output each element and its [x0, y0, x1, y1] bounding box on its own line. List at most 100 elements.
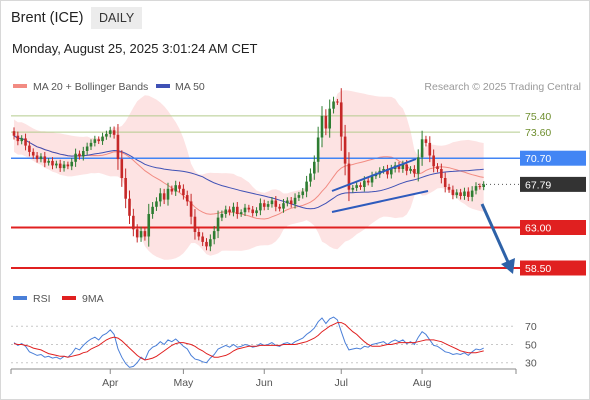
candle-body	[216, 217, 220, 232]
candle-body	[209, 239, 212, 247]
level-label-75.40: 75.40	[525, 111, 551, 123]
ma50-legend-label: MA 50	[175, 81, 205, 93]
candle-body	[120, 159, 124, 178]
level-label-70.70: 70.70	[525, 153, 551, 165]
datetime-label: Monday, August 25, 2025 3:01:24 AM CET	[12, 41, 258, 56]
bollinger-bands	[14, 90, 484, 260]
candle-body	[232, 206, 235, 213]
candle-body	[359, 185, 362, 187]
bollinger-band-area	[14, 90, 484, 260]
candle-body	[320, 115, 324, 138]
timeframe-button[interactable]: DAILY	[91, 7, 143, 29]
candle-body	[455, 192, 459, 196]
forecast-arrow-shaft	[480, 203, 510, 263]
candle-body	[259, 203, 262, 211]
candle-body	[16, 135, 20, 142]
candle-body	[174, 185, 177, 192]
candle-body	[351, 187, 355, 190]
instrument-title: Brent (ICE)	[11, 10, 84, 26]
candle-body	[420, 139, 424, 158]
candle-body	[266, 204, 270, 207]
candle-body	[470, 190, 474, 197]
candle-body	[343, 136, 347, 164]
candle-body	[332, 101, 335, 109]
forecast-arrow-head	[501, 258, 515, 274]
candle-body	[108, 130, 112, 134]
candle-body	[243, 207, 247, 213]
candle-body	[366, 180, 370, 183]
candle-body	[74, 153, 77, 162]
candle-body	[85, 146, 89, 151]
rsi-tick-50: 50	[525, 339, 537, 351]
candle-body	[282, 203, 285, 209]
candle-body	[89, 142, 93, 147]
candle-body	[382, 169, 385, 171]
candle-body	[451, 189, 455, 196]
candle-body	[112, 130, 116, 135]
candle-body	[459, 192, 462, 196]
candle-body	[478, 186, 482, 188]
level-label-73.60: 73.60	[525, 127, 551, 139]
candle-body	[97, 139, 100, 142]
rsi-legend-label: RSI	[33, 293, 51, 305]
candle-body	[236, 206, 239, 214]
rsi-legend-swatch	[13, 296, 27, 300]
candle-body	[20, 138, 23, 142]
candle-body	[397, 165, 401, 169]
level-tag-63.00	[520, 220, 586, 235]
candle-body	[201, 236, 204, 242]
candle-body	[347, 163, 351, 190]
upper-trend-line	[331, 158, 417, 192]
level-label-58.50: 58.50	[525, 263, 551, 275]
candle-body	[39, 156, 43, 160]
candle-body	[58, 163, 62, 169]
candle-body	[339, 102, 343, 137]
candle-body	[193, 216, 197, 232]
candle-body	[170, 188, 174, 192]
candle-body	[228, 209, 231, 213]
x-tick-label-May: May	[173, 377, 194, 389]
candle-body	[101, 136, 104, 142]
ma20-legend-swatch	[13, 84, 27, 88]
candle-body	[463, 191, 466, 196]
candle-body	[205, 241, 208, 247]
candle-body	[239, 212, 243, 214]
candle-body	[66, 164, 70, 167]
rsi-ma-legend-swatch	[62, 296, 76, 300]
candle-body	[55, 163, 58, 166]
candle-body	[159, 193, 162, 202]
candle-body	[82, 151, 85, 157]
ma20-legend-label: MA 20 + Bollinger Bands	[33, 81, 148, 93]
candle-body	[363, 180, 366, 187]
candle-body	[128, 198, 131, 216]
price-level-labels: 75.40 73.60 70.70 67.79 63.00 58.50	[520, 111, 586, 276]
candle-body	[151, 206, 154, 214]
candle-body	[316, 137, 320, 162]
rsi-lines	[13, 316, 484, 368]
candle-body	[12, 131, 16, 136]
candle-body	[355, 185, 358, 188]
candle-body	[262, 203, 266, 207]
ma50-line	[13, 135, 484, 210]
candle-body	[409, 169, 412, 171]
level-tag-67.79	[520, 176, 586, 192]
candle-body	[289, 200, 293, 205]
level-tag-70.70	[520, 150, 586, 166]
x-axis-ticks: Apr May Jun Jul Aug	[10, 369, 517, 389]
x-tick-label-Apr: Apr	[102, 377, 119, 389]
candle-body	[166, 188, 170, 200]
candle-body	[301, 191, 305, 196]
ma50-legend-swatch	[156, 84, 170, 88]
rsi-tick-70: 70	[525, 321, 537, 333]
lower-trend-line	[331, 190, 429, 213]
candle-body	[28, 145, 31, 152]
candle-body	[293, 197, 297, 205]
candle-body	[155, 201, 158, 207]
price-levels	[11, 115, 520, 269]
candle-body	[51, 160, 54, 166]
candle-body	[370, 176, 374, 183]
candle-body	[251, 209, 254, 214]
candle-body	[328, 108, 331, 129]
candle-body	[189, 201, 193, 217]
